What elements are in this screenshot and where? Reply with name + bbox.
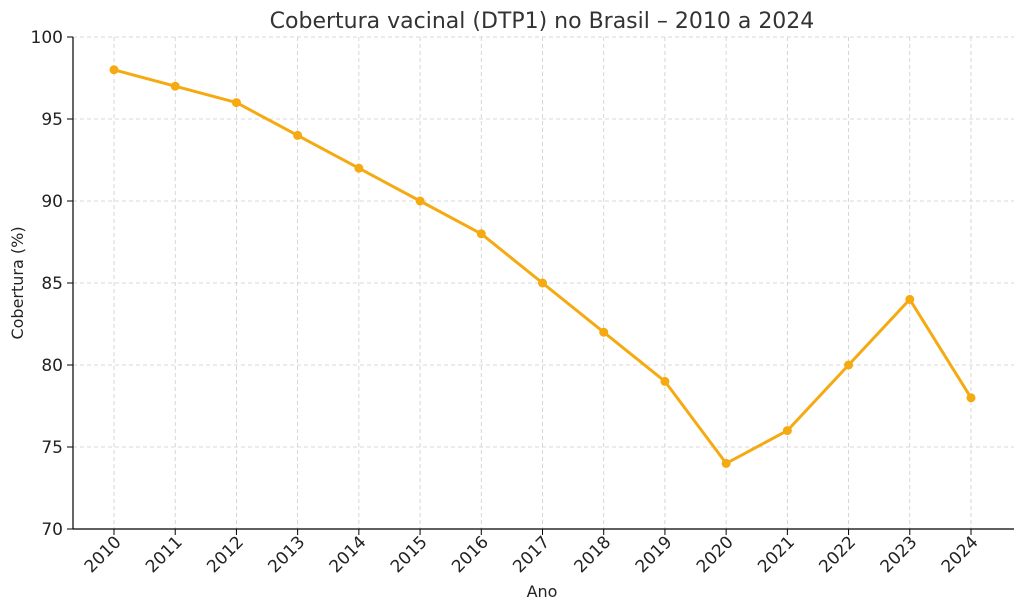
axes <box>67 36 1014 535</box>
x-tick-label: 2010 <box>81 532 126 577</box>
x-tick-label: 2018 <box>571 532 616 577</box>
data-point <box>415 196 425 206</box>
x-axis-label: Ano <box>527 582 558 601</box>
x-tick-label: 2020 <box>693 532 738 577</box>
data-point <box>599 327 609 337</box>
data-point <box>966 393 976 403</box>
data-point <box>109 65 119 75</box>
y-tick-labels: 70 75 80 85 90 95 100 <box>31 28 63 540</box>
y-tick-label: 80 <box>41 356 63 376</box>
x-tick-label: 2016 <box>448 532 493 577</box>
y-tick-label: 90 <box>41 192 63 212</box>
data-point <box>721 458 731 468</box>
x-tick-label: 2022 <box>815 532 860 577</box>
data-point <box>293 130 303 140</box>
x-tick-label: 2014 <box>326 532 371 577</box>
x-tick-label: 2013 <box>264 532 309 577</box>
data-point <box>476 229 486 239</box>
y-axis-label: Cobertura (%) <box>8 226 27 339</box>
x-tick-label: 2021 <box>754 532 799 577</box>
x-tick-label: 2023 <box>877 532 922 577</box>
y-tick-label: 95 <box>41 110 63 130</box>
series-group <box>109 65 976 468</box>
y-tick-label: 100 <box>31 28 63 48</box>
x-tick-label: 2024 <box>938 532 983 577</box>
x-tick-label: 2012 <box>203 532 248 577</box>
y-tick-label: 70 <box>41 520 63 540</box>
data-point <box>660 376 670 386</box>
data-point <box>538 278 547 288</box>
x-tick-label: 2017 <box>509 532 554 577</box>
y-tick-label: 85 <box>41 274 63 294</box>
data-point <box>782 426 792 436</box>
data-point <box>844 360 854 370</box>
x-tick-labels: 2010 2011 2012 2013 2014 2015 2016 2017 2018 2019… <box>81 532 983 577</box>
x-tick-label: 2015 <box>387 532 432 577</box>
x-tick-label: 2011 <box>142 532 187 577</box>
data-point <box>231 98 241 108</box>
chart-title: Cobertura vacinal (DTP1) no Brasil – 201… <box>270 9 815 34</box>
data-point <box>354 163 364 173</box>
x-tick-label: 2019 <box>632 532 677 577</box>
y-tick-label: 75 <box>41 438 63 458</box>
data-point <box>170 81 180 91</box>
data-point <box>905 294 915 304</box>
